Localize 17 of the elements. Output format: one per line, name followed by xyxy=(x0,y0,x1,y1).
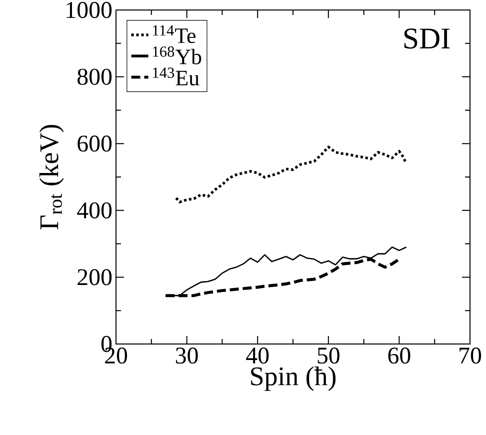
x-tick-label: 50 xyxy=(318,348,340,364)
y-tick-label: 600 xyxy=(78,136,112,152)
line-series xyxy=(174,146,408,204)
legend-label: $^{114}$Te xyxy=(153,25,196,44)
x-tick-label: 70 xyxy=(460,348,482,364)
x-tick-label: 40 xyxy=(246,348,269,364)
y-tick-label: 1000 xyxy=(66,2,112,18)
y-tick-label: 200 xyxy=(78,269,112,286)
x-axis-title: Spin (ħ) xyxy=(251,366,336,391)
legend-label: $^{143}$Eu xyxy=(153,68,200,86)
y-tick-label: 800 xyxy=(78,68,112,85)
y-tick-label: 400 xyxy=(77,202,112,218)
x-tick-label: 30 xyxy=(176,348,198,364)
legend-label: $^{168}$Yb xyxy=(153,46,202,64)
y-axis-title: Γ$_{rot}$ (keV) xyxy=(39,124,64,230)
annotation: SDI xyxy=(404,28,450,49)
x-tick-label: 60 xyxy=(388,348,410,364)
